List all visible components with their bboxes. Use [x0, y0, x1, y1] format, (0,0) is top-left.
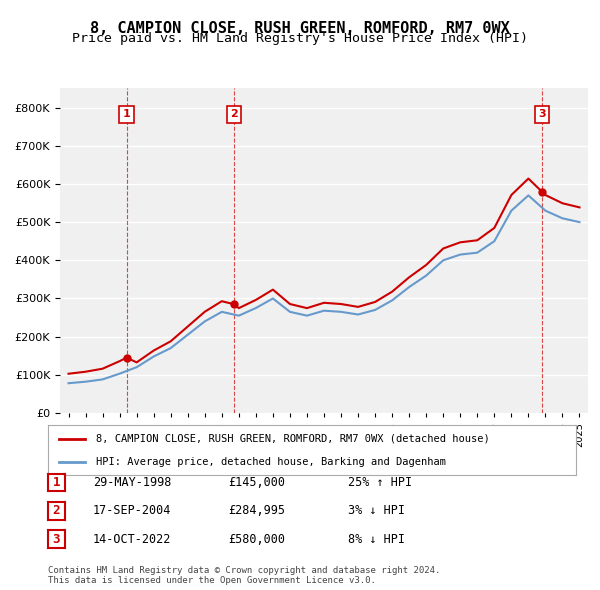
Text: 2: 2: [53, 504, 60, 517]
Text: 1: 1: [123, 110, 130, 119]
Text: £580,000: £580,000: [228, 533, 285, 546]
Text: 8, CAMPION CLOSE, RUSH GREEN, ROMFORD, RM7 0WX (detached house): 8, CAMPION CLOSE, RUSH GREEN, ROMFORD, R…: [95, 434, 489, 444]
Text: HPI: Average price, detached house, Barking and Dagenham: HPI: Average price, detached house, Bark…: [95, 457, 446, 467]
Text: 3: 3: [53, 533, 60, 546]
Text: 8, CAMPION CLOSE, RUSH GREEN, ROMFORD, RM7 0WX: 8, CAMPION CLOSE, RUSH GREEN, ROMFORD, R…: [90, 21, 510, 35]
Text: 14-OCT-2022: 14-OCT-2022: [93, 533, 172, 546]
Text: 8% ↓ HPI: 8% ↓ HPI: [348, 533, 405, 546]
Text: 3: 3: [538, 110, 545, 119]
Text: £145,000: £145,000: [228, 476, 285, 489]
Text: 3% ↓ HPI: 3% ↓ HPI: [348, 504, 405, 517]
Text: 29-MAY-1998: 29-MAY-1998: [93, 476, 172, 489]
Text: 17-SEP-2004: 17-SEP-2004: [93, 504, 172, 517]
Text: Contains HM Land Registry data © Crown copyright and database right 2024.
This d: Contains HM Land Registry data © Crown c…: [48, 566, 440, 585]
Text: 2: 2: [230, 110, 238, 119]
Text: Price paid vs. HM Land Registry's House Price Index (HPI): Price paid vs. HM Land Registry's House …: [72, 32, 528, 45]
Text: 1: 1: [53, 476, 60, 489]
Text: 25% ↑ HPI: 25% ↑ HPI: [348, 476, 412, 489]
Text: £284,995: £284,995: [228, 504, 285, 517]
